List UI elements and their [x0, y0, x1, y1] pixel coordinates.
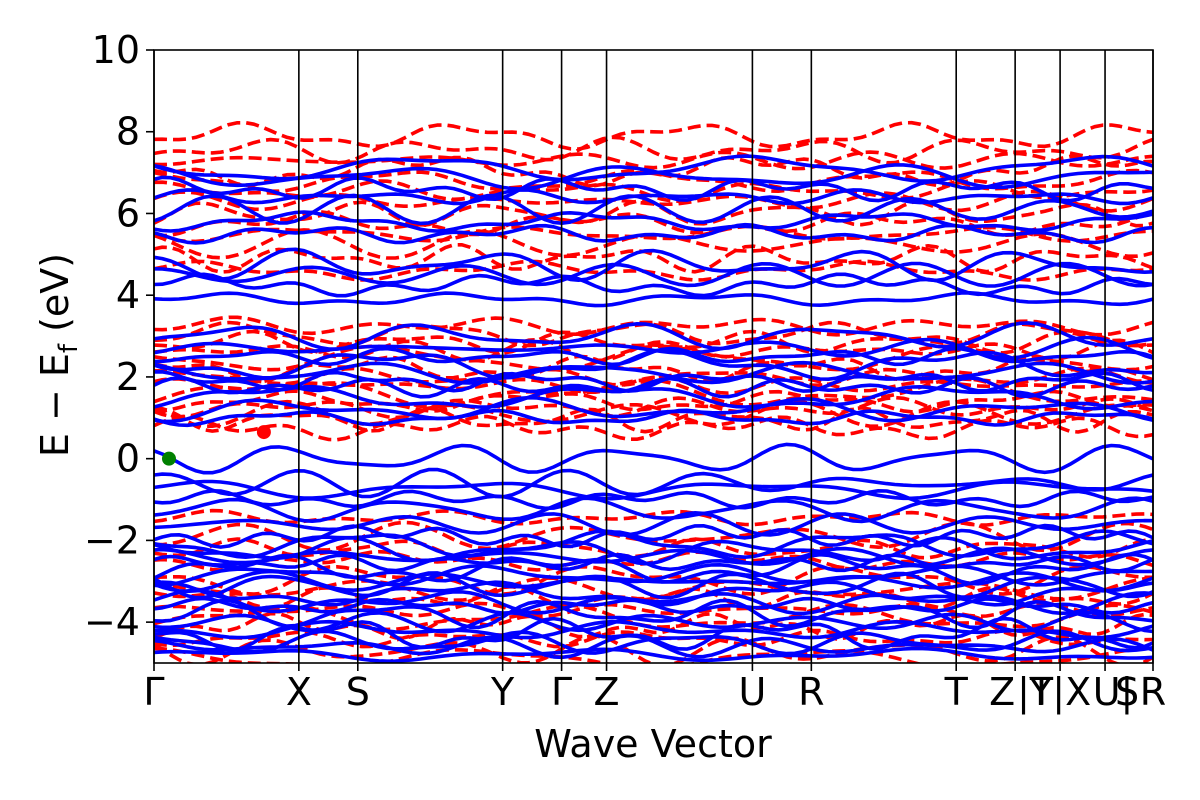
- x-tick-label: Z: [989, 670, 1015, 714]
- dashed-band-line: [154, 375, 1153, 395]
- y-axis: 10 8 6 4 2 0 −2 −4: [84, 28, 154, 644]
- bands-layer: [154, 120, 1153, 663]
- dashed-band-line: [154, 584, 1153, 611]
- x-tick-label: |T: [1017, 670, 1054, 715]
- x-tick-label: T: [944, 670, 969, 714]
- dashed-band-line: [154, 320, 1153, 348]
- y-tick-label: 8: [116, 110, 140, 154]
- dashed-band-line: [154, 389, 1153, 414]
- plot-frame: [153, 49, 1154, 664]
- x-tick-label: Γ: [551, 670, 572, 714]
- y-tick-label: −4: [84, 600, 140, 644]
- y-tick-label: 4: [116, 273, 140, 317]
- y-tick-label: 6: [116, 191, 140, 235]
- y-axis-title: E − Ef (eV): [33, 253, 84, 457]
- x-tick-label: S: [1115, 670, 1139, 714]
- solid-band-line: [154, 633, 1153, 660]
- solid-band-line: [154, 188, 1153, 206]
- dashed-band-line: [154, 406, 1153, 434]
- solid-band-line: [154, 496, 1153, 524]
- solid-band-line: [154, 261, 1153, 288]
- solid-band-line: [154, 553, 1153, 573]
- dashed-band-line: [154, 549, 1153, 572]
- solid-band-line: [154, 598, 1153, 630]
- x-tick-label: R: [798, 670, 824, 714]
- y-tick-label: 10: [92, 28, 140, 72]
- x-tick-label: U: [738, 670, 766, 714]
- vbm-marker: [161, 451, 176, 466]
- y-axis-title-main: E − E: [33, 353, 77, 457]
- y-tick-label: 2: [116, 355, 140, 399]
- solid-band-line: [154, 370, 1153, 393]
- solid-band-line: [154, 489, 1153, 511]
- solid-band-line: [154, 321, 1153, 351]
- solid-band-line: [154, 510, 1153, 537]
- solid-band-line: [154, 523, 1153, 549]
- cbm-marker: [256, 425, 271, 440]
- solid-band-line: [154, 646, 1153, 663]
- solid-band-line: [154, 154, 1153, 183]
- solid-band-series: [154, 154, 1153, 663]
- dashed-band-line: [154, 628, 1153, 649]
- x-tick-label: X: [286, 670, 312, 714]
- x-tick-label: Y: [490, 670, 515, 714]
- y-tick-label: −2: [84, 518, 140, 562]
- solid-band-line: [154, 546, 1153, 568]
- dashed-band-line: [154, 135, 1153, 165]
- x-tick-label: R: [1140, 670, 1166, 714]
- solid-band-line: [154, 442, 1153, 475]
- x-tick-label: Γ: [143, 670, 164, 714]
- x-tick-label: Y|X: [1028, 670, 1091, 715]
- dashed-band-line: [154, 414, 1153, 442]
- extremum-markers: [161, 425, 271, 466]
- solid-band-line: [154, 291, 1153, 308]
- x-tick-label: Z: [594, 670, 620, 714]
- y-axis-title-unit: (eV): [33, 253, 77, 332]
- dashed-band-line: [154, 179, 1153, 203]
- dashed-band-line: [154, 337, 1153, 363]
- solid-band-line: [154, 467, 1153, 499]
- solid-band-line: [154, 552, 1153, 586]
- solid-band-line: [154, 395, 1153, 424]
- solid-band-line: [154, 408, 1153, 428]
- solid-band-line: [154, 272, 1153, 298]
- solid-band-line: [154, 193, 1153, 226]
- dashed-band-line: [154, 150, 1153, 171]
- solid-band-line: [154, 619, 1153, 640]
- x-tick-label: U|: [1093, 670, 1134, 715]
- dashed-band-line: [154, 601, 1153, 619]
- dashed-band-line: [154, 508, 1153, 527]
- solid-band-line: [154, 335, 1153, 360]
- x-axis-title: Wave Vector: [534, 722, 772, 766]
- dashed-band-line: [154, 120, 1153, 151]
- solid-band-line: [154, 610, 1153, 634]
- solid-band-line: [154, 210, 1153, 233]
- y-axis-title-subscript: f: [54, 343, 84, 353]
- x-tick-label: S: [346, 670, 370, 714]
- solid-band-line: [154, 376, 1153, 399]
- solid-band-line: [154, 222, 1153, 245]
- solid-band-line: [154, 247, 1153, 283]
- x-axis: Γ X S Y Γ Z U R T Z |TY|X U|S R: [143, 663, 1166, 715]
- solid-band-line: [154, 580, 1153, 607]
- y-tick-label: 0: [116, 437, 140, 481]
- dashed-band-line: [154, 228, 1153, 260]
- solid-band-line: [154, 360, 1153, 385]
- dashed-band-line: [154, 315, 1153, 337]
